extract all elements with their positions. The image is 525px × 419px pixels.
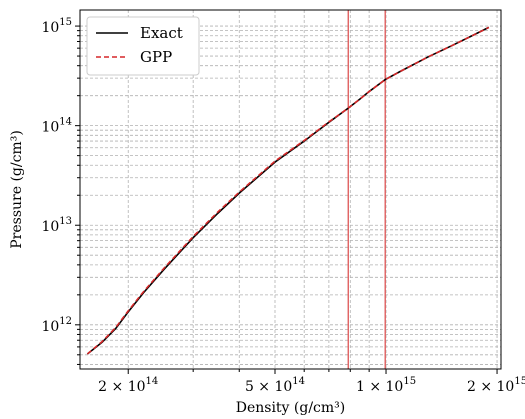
legend-label-gpp: GPP — [140, 48, 172, 66]
x-tick-label: 5 × 1014 — [245, 376, 305, 395]
x-axis-ticks: 2 × 1014 5 × 1014 1 × 1015 2 × 1015 — [98, 369, 525, 395]
legend-frame — [86, 16, 200, 76]
series-line-exact — [86, 26, 490, 355]
y-tick-label: 1014 — [41, 117, 72, 136]
y-tick-label: 1013 — [41, 216, 72, 235]
y-axis-label: Pressure (g/cm³) — [9, 130, 25, 249]
y-tick-label: 1012 — [41, 316, 72, 335]
x-axis-label: Density (g/cm³) — [236, 400, 346, 416]
series-lines — [86, 26, 490, 355]
plot-frame — [79, 9, 502, 370]
x-tick-label: 2 × 1015 — [467, 376, 525, 395]
y-axis-ticks: 1012 1013 1014 1015 — [41, 17, 80, 365]
legend: Exact GPP — [86, 16, 200, 76]
x-tick-label: 1 × 1015 — [356, 376, 416, 395]
vertical-lines — [347, 10, 386, 369]
y-tick-label: 1015 — [41, 17, 72, 36]
legend-label-exact: Exact — [140, 24, 183, 42]
x-tick-label: 2 × 1014 — [98, 376, 158, 395]
series-line-gpp — [86, 26, 490, 355]
